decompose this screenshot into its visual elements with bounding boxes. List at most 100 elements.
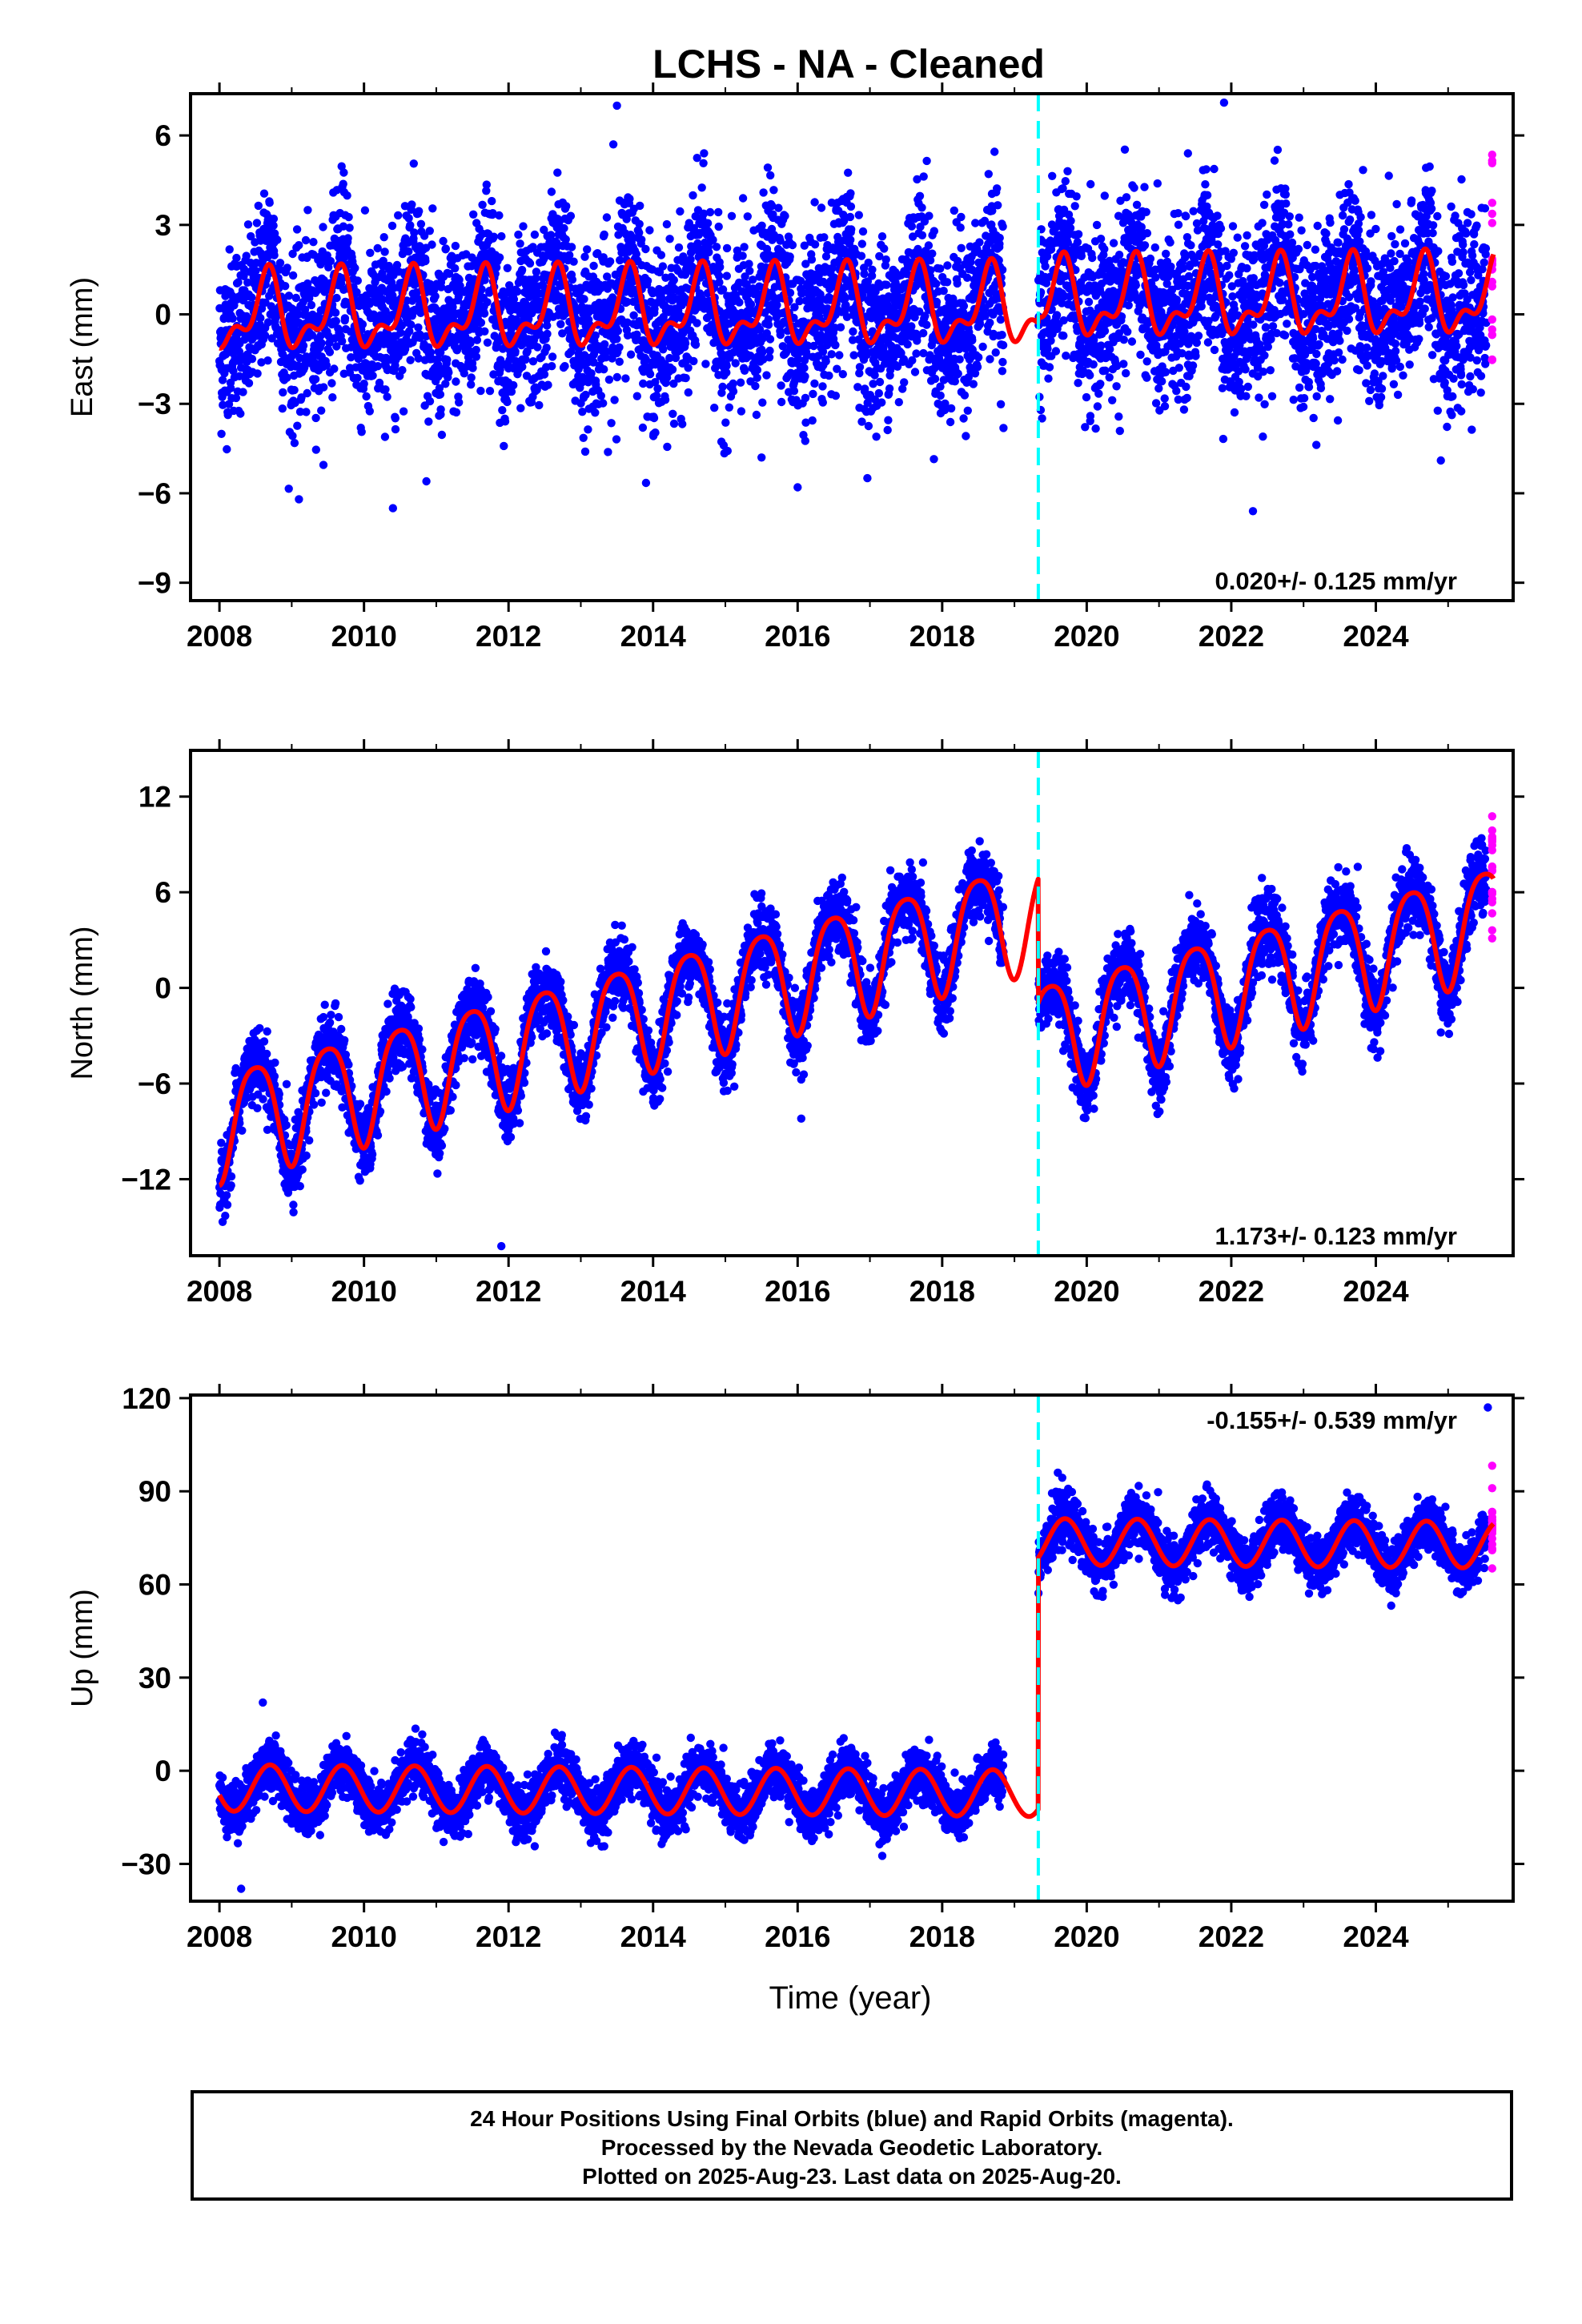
east-final-point xyxy=(857,251,866,260)
east-final-point xyxy=(1191,352,1200,360)
east-final-point xyxy=(978,342,987,352)
east-final-point xyxy=(612,335,621,344)
east-final-point xyxy=(587,369,596,378)
east-final-point xyxy=(932,279,941,288)
east-final-point xyxy=(345,223,354,232)
east-final-point xyxy=(986,318,994,328)
east-final-point xyxy=(1119,360,1128,368)
east-final-point xyxy=(579,433,588,442)
east-final-point xyxy=(299,297,307,307)
east-final-point xyxy=(1214,240,1223,249)
east-final-point xyxy=(415,207,424,215)
east-final-point xyxy=(1074,230,1083,239)
east-final-point xyxy=(1100,244,1109,254)
east-final-point xyxy=(653,384,662,393)
east-final-point xyxy=(337,162,346,171)
east-final-point xyxy=(234,278,243,287)
east-final-point xyxy=(256,314,265,323)
east-final-point xyxy=(1066,216,1075,225)
east-final-point xyxy=(860,269,869,279)
east-final-point xyxy=(407,320,416,329)
east-final-point xyxy=(946,417,955,427)
east-final-point xyxy=(1166,238,1174,247)
east-final-point xyxy=(652,391,661,400)
east-final-point xyxy=(455,398,464,407)
east-final-point xyxy=(1202,165,1211,174)
east-final-point xyxy=(396,328,405,337)
east-final-point xyxy=(641,355,650,364)
east-final-point xyxy=(1106,344,1114,354)
east-final-point xyxy=(436,390,445,399)
east-final-point xyxy=(303,388,311,398)
east-final-point xyxy=(1045,363,1054,372)
east-final-point xyxy=(701,360,710,368)
east-final-point xyxy=(700,149,709,158)
east-final-point xyxy=(689,356,698,366)
east-final-point xyxy=(959,301,969,311)
east-final-point xyxy=(621,374,630,383)
east-final-point xyxy=(674,243,684,252)
east-final-point xyxy=(919,172,928,181)
east-final-point xyxy=(1225,271,1234,279)
east-final-point xyxy=(766,171,775,180)
east-final-point xyxy=(362,392,371,401)
east-final-point xyxy=(1142,357,1151,366)
east-final-point xyxy=(260,331,270,340)
east-final-point xyxy=(584,425,592,434)
east-final-point xyxy=(758,398,767,407)
east-final-point xyxy=(247,293,256,302)
east-final-point xyxy=(326,256,335,266)
east-final-point xyxy=(452,346,462,355)
east-final-point xyxy=(278,404,287,413)
east-final-point xyxy=(231,393,241,403)
east-final-point xyxy=(697,183,706,192)
east-final-point xyxy=(946,404,956,413)
east-final-point xyxy=(485,387,495,396)
east-final-point xyxy=(303,206,312,215)
east-final-point xyxy=(219,400,227,409)
east-final-point xyxy=(1158,377,1166,386)
east-final-point xyxy=(365,407,374,416)
east-final-point xyxy=(836,323,845,332)
east-final-point xyxy=(252,219,262,227)
east-final-point xyxy=(996,400,1006,408)
east-final-point xyxy=(409,159,418,168)
east-final-point xyxy=(854,211,864,219)
east-final-point xyxy=(476,386,485,396)
east-final-point xyxy=(566,211,576,220)
east-final-point xyxy=(235,372,244,380)
east-final-point xyxy=(360,206,370,215)
east-final-point xyxy=(649,413,659,423)
east-final-point xyxy=(560,362,569,371)
east-final-point xyxy=(444,368,453,377)
east-final-point xyxy=(800,364,809,372)
east-final-point xyxy=(1074,379,1082,388)
east-final-point xyxy=(810,198,819,207)
east-final-point xyxy=(530,230,540,239)
east-final-point xyxy=(960,391,970,400)
east-final-point xyxy=(729,379,737,388)
east-final-point xyxy=(518,362,527,372)
east-final-point xyxy=(281,282,290,291)
east-final-point xyxy=(581,390,590,400)
east-final-point xyxy=(560,223,568,233)
east-final-point xyxy=(218,376,227,384)
east-final-point xyxy=(959,414,968,423)
east-final-point xyxy=(845,212,855,222)
east-final-point xyxy=(437,430,447,440)
east-final-point xyxy=(651,428,660,437)
east-final-point xyxy=(939,287,948,296)
east-final-point xyxy=(1127,337,1137,346)
east-final-point xyxy=(1086,412,1095,420)
east-final-point xyxy=(623,297,632,307)
east-final-point xyxy=(387,221,397,231)
east-final-point xyxy=(1122,368,1130,378)
east-final-point xyxy=(639,379,648,388)
east-final-point xyxy=(273,325,282,334)
east-final-point xyxy=(257,304,267,313)
east-final-point xyxy=(669,419,679,428)
east-final-point xyxy=(907,222,917,231)
east-final-point xyxy=(263,356,272,365)
east-final-point xyxy=(472,336,482,344)
east-final-point xyxy=(404,214,413,223)
